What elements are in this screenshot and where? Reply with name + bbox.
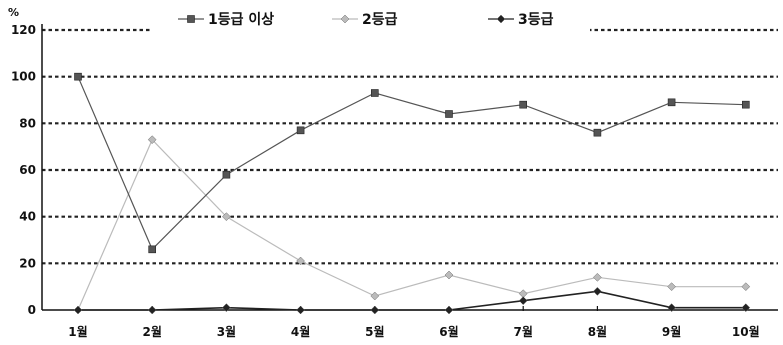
series-3-point — [741, 303, 751, 313]
series-group — [73, 72, 751, 315]
x-tick-label: 2월 — [143, 324, 162, 339]
x-tick-label: 3월 — [217, 324, 236, 339]
series-3-point — [444, 305, 454, 315]
series-2 — [73, 135, 751, 315]
legend: 1등급 이상 2등급 3등급 — [150, 8, 590, 34]
series-3-point — [370, 305, 380, 315]
series-1-point — [370, 89, 379, 97]
x-tick-label: 10월 — [732, 324, 760, 339]
y-tick-label: 80 — [19, 116, 36, 130]
gridlines — [42, 28, 778, 265]
series-2-point — [593, 272, 602, 282]
y-tick-label: 20 — [19, 256, 36, 270]
legend-label: 2등급 — [362, 12, 398, 28]
y-tick-label: 120 — [11, 23, 36, 37]
series-1-point — [593, 128, 602, 137]
series-3-point — [222, 303, 231, 313]
x-tick-label: 7월 — [514, 324, 533, 339]
x-tick-label: 5월 — [365, 324, 384, 339]
series-3-point — [518, 296, 528, 306]
series-2-line — [77, 138, 746, 311]
y-tick-label: 40 — [19, 210, 36, 224]
x-tick-label: 9월 — [662, 324, 681, 339]
series-2-point — [147, 135, 157, 145]
legend-item-3: 3등급 — [488, 12, 554, 28]
x-tick-label: 6월 — [439, 324, 458, 339]
series-1-point — [667, 98, 676, 107]
series-3-point — [593, 286, 602, 296]
legend-item-2: 2등급 — [332, 12, 398, 28]
series-3 — [73, 286, 751, 315]
series-1-point — [296, 126, 305, 135]
series-2-point — [667, 282, 676, 292]
series-1-point — [74, 72, 82, 81]
x-tick-label: 4월 — [291, 324, 310, 339]
series-3-line — [78, 290, 746, 311]
series-2-point — [296, 256, 305, 266]
legend-swatch-marker — [340, 14, 350, 24]
series-1-point — [148, 245, 156, 254]
series-2-point — [741, 282, 751, 292]
series-3-point — [147, 305, 157, 315]
series-3-point — [667, 303, 676, 313]
x-axis-ticks: 1월 2월 3월 4월 5월 6월 7월 8월 9월 10월 — [68, 324, 759, 339]
series-2-point — [444, 270, 454, 280]
legend-label: 1등급 이상 — [208, 11, 274, 28]
x-tick-label: 8월 — [588, 324, 607, 339]
y-tick-label: 60 — [19, 163, 36, 177]
series-3-point — [296, 305, 305, 315]
series-2-point — [222, 212, 231, 222]
y-tick-label: 100 — [11, 70, 36, 84]
series-1-point — [741, 100, 750, 109]
series-1-point — [445, 110, 453, 118]
legend-item-1: 1등급 이상 — [178, 11, 274, 28]
series-2-point — [370, 291, 380, 301]
legend-label: 3등급 — [518, 12, 554, 28]
series-1-point — [519, 100, 528, 109]
series-1-line — [77, 76, 746, 251]
legend-background — [150, 8, 590, 34]
legend-swatch-marker — [496, 14, 506, 24]
x-tick-label: 1월 — [68, 324, 87, 339]
series-1 — [74, 72, 750, 254]
y-tick-label: 0 — [28, 303, 36, 317]
series-1-point — [222, 170, 231, 179]
y-axis-unit: % — [8, 6, 19, 19]
series-3-point — [73, 305, 83, 315]
legend-swatch-marker — [187, 15, 195, 23]
axes — [41, 24, 778, 311]
y-axis-ticks: 0 20 40 60 80 100 120 — [11, 23, 36, 317]
